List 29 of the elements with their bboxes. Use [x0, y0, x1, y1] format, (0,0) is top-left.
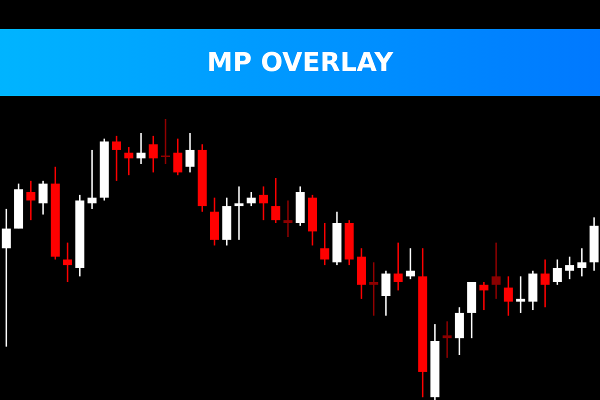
candlestick	[136, 132, 146, 165]
candlestick	[88, 149, 97, 210]
candlestick	[504, 276, 513, 316]
candlestick	[148, 135, 158, 174]
candlestick	[565, 256, 574, 280]
candlestick	[283, 200, 292, 238]
candlestick	[258, 186, 268, 221]
candlestick	[173, 138, 182, 176]
candlestick	[2, 208, 11, 348]
candlestick	[540, 258, 550, 308]
candlestick	[112, 135, 122, 182]
candlestick	[381, 270, 390, 316]
candlestick	[479, 281, 488, 311]
candlestick	[577, 248, 586, 278]
candlestick	[186, 132, 195, 174]
candlestick	[246, 191, 256, 207]
candlestick	[271, 177, 280, 224]
candlestick	[26, 180, 36, 221]
chart-title: MP OVERLAY	[206, 48, 394, 78]
candlestick	[492, 242, 501, 300]
candlestick	[63, 242, 72, 283]
candlestick	[369, 262, 378, 316]
candlestick	[406, 248, 415, 280]
candlestick	[124, 146, 134, 176]
candlestick	[552, 258, 562, 286]
candlestick	[38, 180, 48, 216]
candlestick	[320, 222, 330, 266]
candlestick	[161, 119, 170, 165]
candlestick	[394, 242, 403, 292]
